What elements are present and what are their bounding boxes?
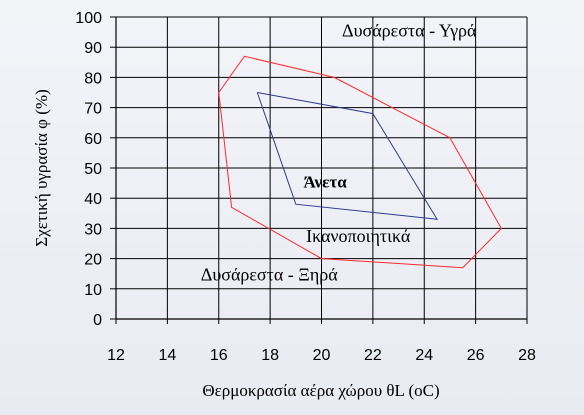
region-label: Ικανοποιητικά xyxy=(306,226,411,246)
grid-layer xyxy=(115,16,528,320)
x-tick-label: 16 xyxy=(210,347,228,364)
y-tick-label: 40 xyxy=(84,191,102,208)
x-tick-label: 28 xyxy=(518,347,536,364)
series-layer xyxy=(218,55,502,269)
region-label: Δυσάρεστα - Ξηρά xyxy=(201,264,338,284)
axis-layer xyxy=(110,16,528,324)
x-tick-label: 24 xyxy=(415,347,433,364)
x-axis-title: Θερμοκρασία αέρα χώρου θL (oC) xyxy=(202,381,439,400)
y-axis-title: Σχετική υγρασία φ (%) xyxy=(32,89,51,246)
y-tick-label: 90 xyxy=(84,40,102,57)
y-tick-label: 80 xyxy=(84,70,102,87)
y-tick-label: 0 xyxy=(93,312,102,329)
y-tick-label: 60 xyxy=(84,131,102,148)
y-tick-label: 30 xyxy=(84,221,102,238)
region-label: Δυσάρεστα - Υγρά xyxy=(342,21,477,41)
x-tick-label: 12 xyxy=(107,347,125,364)
y-tick-label: 50 xyxy=(84,161,102,178)
y-tick-label: 100 xyxy=(75,10,102,27)
annotation-layer: Δυσάρεστα - Υγρά Άνετα Ικανοποιητικά Δυσάρε… xyxy=(201,21,477,285)
x-tick-label: 22 xyxy=(364,347,382,364)
acceptable-zone-line xyxy=(218,55,502,269)
tick-layer: 12 14 16 18 20 22 24 26 28 0 10 20 30 40 50 60 70 80 90 100 xyxy=(75,10,536,364)
region-label: Άνετα xyxy=(304,173,348,192)
x-tick-label: 20 xyxy=(313,347,331,364)
x-tick-label: 26 xyxy=(467,347,485,364)
y-tick-label: 10 xyxy=(84,282,102,299)
y-tick-label: 20 xyxy=(84,252,102,269)
x-tick-label: 14 xyxy=(158,347,176,364)
y-tick-label: 70 xyxy=(84,101,102,118)
comfort-zone-line xyxy=(256,92,439,220)
x-tick-label: 18 xyxy=(261,347,279,364)
